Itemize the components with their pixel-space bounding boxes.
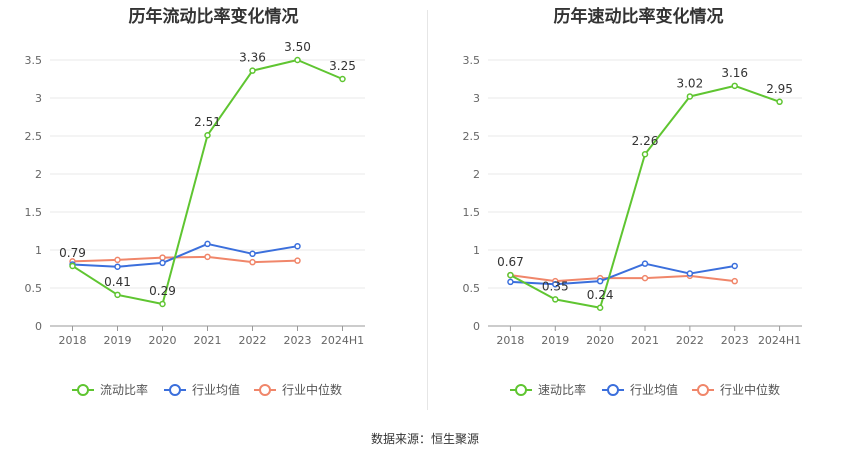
data-point [552, 296, 559, 303]
legend-marker [77, 384, 89, 396]
quick-ratio-chart: 0 0.5 1 1.5 2 2.5 3 3.5 2018 2019 2020 2021 2022 2023… [463, 54, 802, 397]
x-tick-label: 2020 [149, 334, 177, 347]
x-tick-label: 2022 [676, 334, 704, 347]
data-label: 0.67 [497, 255, 524, 269]
y-tick-label: 1.5 [25, 206, 43, 219]
y-tick-label: 2.5 [25, 130, 43, 143]
legend-label: 流动比率 [100, 382, 148, 397]
data-point [339, 75, 346, 83]
data-point [641, 274, 649, 282]
data-label: 0.41 [104, 275, 131, 289]
data-point [731, 82, 738, 90]
legend-label: 行业均值 [192, 382, 240, 397]
y-tick-label: 0 [35, 320, 42, 333]
data-point [507, 278, 514, 286]
data-point [686, 270, 694, 277]
y-tick-label: 3.5 [463, 54, 481, 67]
data-label: 3.16 [721, 66, 748, 80]
y-tick-label: 1 [35, 244, 42, 257]
y-tick-label: 0.5 [463, 282, 481, 295]
data-point [249, 250, 256, 258]
data-point [507, 271, 514, 279]
data-point [249, 258, 256, 266]
data-point [114, 263, 121, 270]
x-tick-label: 2024H1 [321, 334, 364, 347]
data-label: 2.26 [632, 134, 659, 148]
legend-label: 行业中位数 [720, 382, 780, 397]
data-point [731, 277, 738, 285]
data-point [294, 56, 301, 64]
data-label: 0.35 [542, 279, 569, 293]
data-point [114, 256, 121, 264]
data-label: 3.02 [676, 76, 703, 90]
legend-marker [607, 384, 619, 396]
data-point [69, 262, 76, 270]
y-tick-label: 2 [473, 168, 480, 181]
y-tick-label: 2 [35, 168, 42, 181]
data-point [294, 242, 301, 250]
data-point [596, 277, 604, 285]
data-label: 0.79 [59, 246, 86, 260]
series-line [510, 274, 735, 283]
data-label: 3.36 [239, 51, 266, 65]
data-label: 0.29 [149, 284, 176, 298]
panel-divider [427, 10, 428, 410]
current-ratio-chart: 0 0.5 1 1.5 2 2.5 3 3.5 2018 2019 2020 2021 2022 2023… [25, 40, 365, 397]
data-label: 2.95 [766, 82, 793, 96]
data-point [641, 260, 649, 267]
data-point [686, 93, 694, 100]
series-line [510, 262, 735, 286]
data-label: 3.50 [284, 40, 311, 54]
legend-label: 速动比率 [538, 382, 586, 397]
x-tick-label: 2023 [284, 334, 312, 347]
x-tick-label: 2024H1 [758, 334, 801, 347]
data-point [776, 98, 783, 106]
legend-marker [697, 384, 709, 396]
chart-title-current-ratio: 历年流动比率变化情况 [128, 7, 299, 27]
data-point [159, 259, 166, 267]
x-tick-label: 2021 [631, 334, 659, 347]
data-point [204, 253, 211, 261]
x-tick-label: 2022 [239, 334, 267, 347]
chart-title-quick-ratio: 历年速动比率变化情况 [553, 7, 724, 27]
data-label: 0.24 [587, 288, 614, 302]
data-label: 2.51 [194, 115, 221, 129]
legend-marker [169, 384, 181, 396]
y-tick-label: 3 [473, 92, 480, 105]
x-tick-label: 2021 [194, 334, 222, 347]
data-source: 数据来源：恒生聚源 [370, 432, 479, 446]
data-point [552, 280, 559, 288]
data-label: 3.25 [329, 59, 356, 73]
data-point [731, 262, 738, 270]
series-line [72, 255, 298, 264]
x-tick-label: 2019 [541, 334, 569, 347]
y-tick-label: 0.5 [25, 282, 43, 295]
y-tick-label: 2.5 [463, 130, 481, 143]
data-point [114, 291, 121, 299]
y-tick-label: 1 [473, 244, 480, 257]
x-tick-label: 2020 [586, 334, 614, 347]
data-point [204, 240, 211, 248]
y-tick-label: 3.5 [25, 54, 43, 67]
y-tick-label: 1.5 [463, 206, 481, 219]
data-point [249, 67, 256, 74]
legend-label: 行业中位数 [282, 382, 342, 397]
data-point [294, 257, 301, 264]
x-tick-label: 2019 [104, 334, 132, 347]
legend-label: 行业均值 [630, 382, 678, 397]
legend-marker [259, 384, 271, 396]
series-line [509, 84, 780, 309]
y-tick-label: 3 [35, 92, 42, 105]
data-point [159, 300, 166, 308]
x-tick-label: 2023 [721, 334, 749, 347]
data-point [596, 304, 604, 312]
data-point [204, 131, 211, 139]
x-tick-label: 2018 [59, 334, 87, 347]
y-tick-label: 0 [473, 320, 480, 333]
x-tick-label: 2018 [496, 334, 524, 347]
series-line [72, 242, 298, 268]
data-point [641, 150, 649, 158]
legend-marker [515, 384, 527, 396]
